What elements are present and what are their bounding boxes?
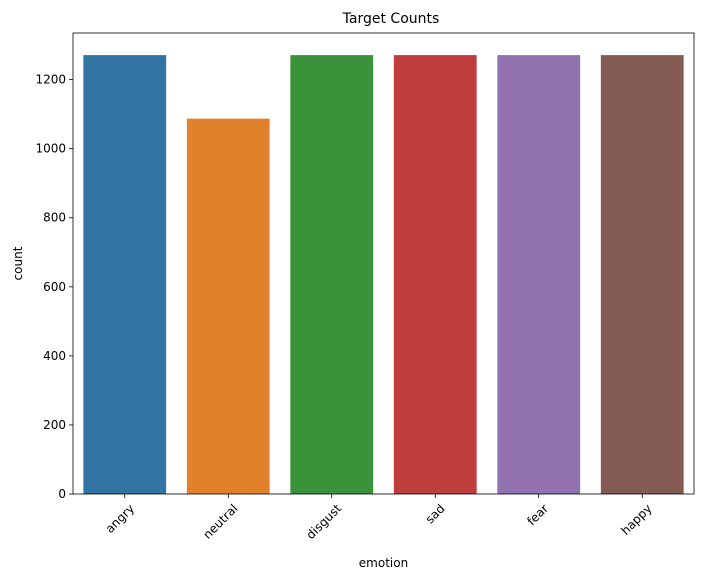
x-tick-label-disgust: disgust: [304, 501, 345, 542]
bar-fear: [497, 55, 581, 495]
x-tick-label-neutral: neutral: [200, 501, 240, 541]
x-axis-label: emotion: [359, 556, 408, 570]
x-axis-ticks: angry neutral disgust sad fear happy: [103, 494, 655, 542]
bar-neutral: [186, 118, 270, 495]
y-tick-label: 1200: [35, 73, 66, 87]
y-tick-label: 1000: [35, 142, 66, 156]
bar-angry: [83, 55, 167, 495]
y-tick-label: 200: [43, 418, 66, 432]
x-tick-label-happy: happy: [618, 501, 654, 537]
y-tick-label: 400: [43, 349, 66, 363]
y-tick-label: 600: [43, 280, 66, 294]
y-tick-label: 0: [58, 487, 66, 501]
y-axis-label: count: [11, 246, 25, 280]
y-tick-label: 800: [43, 211, 66, 225]
bar-happy: [600, 55, 684, 495]
plot-frame: [72, 32, 695, 495]
x-tick-label-sad: sad: [423, 501, 448, 526]
bar-sad: [393, 55, 477, 495]
bar-disgust: [290, 55, 374, 495]
x-tick-label-angry: angry: [103, 501, 137, 535]
y-axis-ticks: 0 200 400 600 800 1000 1200: [35, 73, 73, 501]
bars-layer: [83, 55, 684, 495]
x-tick-label-fear: fear: [524, 501, 551, 528]
chart-title: Target Counts: [342, 11, 440, 27]
